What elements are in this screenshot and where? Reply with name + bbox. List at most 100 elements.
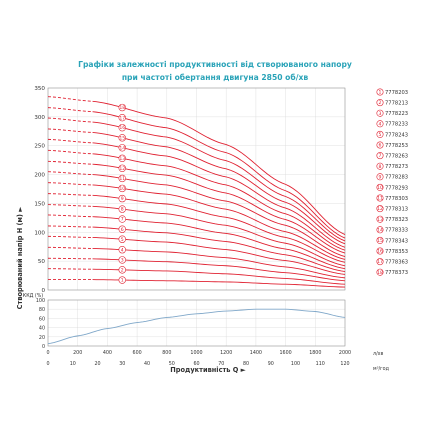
x-tick-label-m3h: 20: [94, 361, 100, 367]
legend-marker: [376, 258, 384, 266]
head-y-tick-label: 250: [34, 144, 45, 150]
legend-marker: [376, 109, 384, 117]
head-y-tick-label: 0: [41, 288, 45, 294]
efficiency-y-tick-label: 100: [36, 298, 45, 304]
head-y-tick-label: 200: [34, 173, 45, 179]
x-tick-label-m3h: 110: [316, 361, 325, 367]
head-curve-dashed-7: [47, 214, 93, 218]
legend-marker: [376, 215, 384, 223]
head-curve-dashed-9: [47, 193, 93, 196]
curve-number-marker: [118, 184, 126, 193]
efficiency-y-axis-label: ККД (%): [23, 293, 44, 299]
x-tick-label-lpm: 1400: [250, 350, 262, 356]
efficiency-grid: [47, 299, 346, 347]
head-curve-14: [92, 142, 346, 248]
head-curve-4: [92, 248, 346, 279]
x-tick-label-lpm: 800: [162, 350, 171, 356]
curve-number-label: 3: [121, 258, 124, 264]
x-axis-label: Продуктивність Q ►: [170, 366, 246, 374]
chart-title-line-1: Графіки залежності продуктивності від ст…: [78, 60, 352, 69]
curve-number-label: 9: [121, 196, 124, 202]
x-tick-label-m3h: 80: [243, 361, 249, 367]
curve-number-marker: [118, 276, 126, 284]
curve-number-label: 16: [119, 125, 125, 131]
x-tick-label-lpm: 600: [133, 350, 142, 356]
curve-number-marker: [118, 256, 126, 264]
legend-marker-number: 6: [379, 143, 382, 149]
legend-entry-label: 7778243: [385, 132, 408, 138]
efficiency-y-tick-label: 60: [39, 316, 45, 322]
legend-marker-number: 8: [379, 164, 382, 170]
legend-marker: [376, 88, 384, 96]
head-curve-dashed-11: [47, 171, 93, 176]
head-curve-17: [92, 111, 346, 239]
curve-number-marker: [118, 194, 126, 203]
x-tick-label-lpm: 200: [73, 350, 82, 356]
head-axes: 0 50 100 150 200 250 300 350: [34, 86, 346, 294]
head-curve-11: [92, 174, 346, 257]
efficiency-curve: [47, 308, 346, 345]
head-curve-16: [92, 121, 346, 242]
curve-number-label: 15: [119, 135, 125, 141]
head-curve-5: [92, 237, 346, 275]
curve-number-marker: [118, 154, 126, 163]
legend-marker: [376, 99, 384, 107]
legend-marker-number: 11: [377, 196, 383, 202]
head-curve-dashed-16: [47, 117, 93, 123]
legend-marker-number: 4: [379, 121, 382, 127]
legend-entry-label: 7778293: [385, 185, 408, 191]
curve-number-label: 1: [121, 278, 124, 284]
legend-entry-label: 7778263: [385, 154, 408, 160]
legend-marker: [376, 130, 384, 138]
efficiency-line: [47, 308, 346, 345]
x-tick-label-lpm: 2000: [339, 350, 351, 356]
x-tick-label-lpm: 0: [46, 350, 49, 356]
x-tick-label-m3h: 40: [144, 361, 150, 367]
head-curve-10: [92, 184, 346, 260]
head-curve-dashed-10: [47, 182, 93, 186]
legend-marker-number: 7: [379, 153, 382, 159]
curve-number-label: 14: [119, 145, 125, 151]
curve-number-label: 13: [119, 156, 125, 162]
head-grid: [47, 87, 346, 291]
legend-marker: [376, 194, 384, 202]
head-curve-dashed-8: [47, 204, 93, 207]
curve-number-marker: [118, 123, 126, 132]
legend-entry-label: 7778213: [385, 101, 408, 107]
curve-number-label: 10: [119, 186, 125, 192]
legend-marker: [376, 236, 384, 244]
legend-marker-number: 13: [377, 217, 383, 223]
curve-number-label: 5: [121, 237, 124, 243]
efficiency-plot-frame: [47, 299, 346, 347]
legend-entry-label: 7778313: [385, 207, 408, 213]
curve-number-label: 2: [121, 267, 124, 273]
head-curve-9: [92, 194, 346, 263]
curve-number-marker: [118, 164, 126, 172]
head-y-tick-label: 300: [34, 115, 45, 121]
legend-marker-number: 17: [377, 259, 383, 265]
legend-entry-label: 7778363: [385, 260, 408, 266]
x-tick-label-lpm: 1000: [190, 350, 202, 356]
legend-marker: [376, 120, 384, 128]
head-curve-18: [92, 100, 346, 235]
curve-number-label: 8: [121, 207, 124, 213]
efficiency-y-tick-label: 40: [39, 326, 45, 332]
legend-marker: [376, 152, 384, 160]
chart-title-line-2: при частоті обертання двигуна 2850 об/хв: [121, 73, 309, 82]
curve-number-label: 4: [121, 247, 124, 253]
efficiency-y-tick-label: 80: [39, 307, 45, 313]
head-plot-frame: [47, 87, 346, 291]
head-curve-dashed-15: [47, 128, 93, 133]
curve-number-label: 17: [119, 115, 125, 121]
legend-marker: [376, 162, 384, 170]
legend-marker-number: 15: [377, 238, 383, 244]
legend-entry-label: 7778323: [385, 217, 408, 223]
legend-marker-number: 2: [379, 100, 382, 106]
legend-marker: [376, 205, 384, 213]
legend-entry-label: 7778343: [385, 238, 408, 244]
legend-marker: [376, 183, 384, 191]
x-tick-label-m3h: 0: [46, 361, 49, 367]
head-curve-2: [92, 268, 346, 285]
